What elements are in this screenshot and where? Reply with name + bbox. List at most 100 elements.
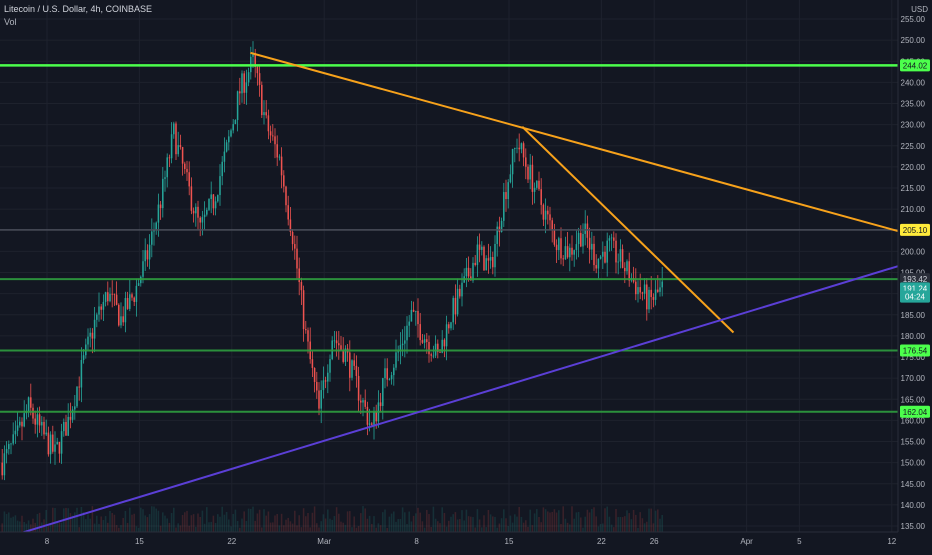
candle-body: [208, 199, 210, 210]
volume-bar: [296, 525, 298, 532]
candle-body: [635, 281, 637, 295]
volume-bar: [434, 518, 437, 532]
volume-bar: [465, 509, 468, 532]
candle-body: [531, 164, 534, 192]
candle-body: [173, 123, 175, 135]
volume-bar: [580, 517, 582, 532]
volume-bar: [586, 509, 589, 532]
candle-body: [511, 149, 514, 175]
candle-body: [225, 142, 228, 152]
volume-bar: [615, 508, 617, 532]
volume-bar: [225, 512, 228, 532]
candle-body: [280, 156, 283, 176]
volume-bar: [591, 508, 593, 532]
volume-bar: [195, 526, 197, 532]
candle-body: [10, 443, 12, 445]
volume-bar: [373, 516, 375, 532]
volume-label: Vol: [4, 17, 17, 27]
candle-body: [146, 250, 149, 260]
volume-bar: [421, 521, 424, 532]
candle-body: [151, 231, 153, 245]
candle-body: [298, 268, 300, 283]
volume-bar: [153, 506, 155, 532]
volume-bar: [657, 509, 659, 532]
volume-bar: [518, 506, 520, 532]
candle-body: [276, 144, 278, 158]
candle-body: [386, 368, 388, 380]
volume-bar: [349, 511, 351, 532]
volume-bar: [34, 522, 36, 532]
candle-body: [540, 189, 542, 205]
candle-body: [646, 284, 648, 310]
x-tick-label: 5: [797, 537, 802, 546]
volume-bar: [650, 508, 652, 532]
candle-body: [516, 147, 518, 149]
candle-body: [329, 359, 331, 373]
volume-bar: [234, 509, 237, 532]
candle-body: [254, 53, 256, 67]
volume-bar: [23, 521, 25, 532]
candle-body: [219, 176, 221, 196]
candle-body: [564, 246, 567, 260]
candle-body: [263, 112, 265, 116]
candle-body: [316, 381, 318, 391]
y-tick-label: 230.00: [901, 121, 926, 130]
volume-bar: [573, 518, 575, 532]
candle-body: [272, 135, 274, 137]
volume-bar: [230, 526, 232, 532]
candle-body: [364, 400, 366, 407]
volume-bar: [564, 518, 567, 532]
candle-body: [388, 379, 391, 381]
volume-bar: [54, 508, 56, 532]
volume-bar: [599, 523, 602, 532]
y-tick-label: 145.00: [901, 480, 926, 489]
volume-bar: [60, 522, 63, 532]
candle-body: [162, 178, 164, 209]
volume-bar: [71, 515, 74, 532]
candle-body: [206, 209, 208, 215]
volume-bar: [263, 509, 265, 532]
candle-body: [353, 360, 355, 366]
candle-body: [566, 246, 569, 258]
volume-bar: [118, 527, 120, 532]
candle-body: [619, 249, 622, 262]
candle-body: [170, 134, 173, 159]
volume-bar: [529, 509, 531, 532]
volume-bar: [239, 527, 241, 532]
candle-body: [283, 175, 285, 187]
candle-body: [12, 434, 14, 444]
volume-bar: [107, 522, 109, 532]
volume-bar: [74, 512, 76, 532]
volume-bar: [505, 518, 507, 532]
volume-bar: [30, 524, 32, 532]
candle-body: [639, 287, 641, 293]
candle-body: [274, 136, 276, 145]
volume-bar: [135, 526, 138, 532]
candle-body: [648, 289, 650, 310]
candle-body: [595, 265, 597, 269]
volume-bar: [49, 524, 52, 532]
volume-bar: [146, 517, 149, 532]
volume-bar: [1, 523, 3, 532]
x-tick-label: 26: [650, 537, 659, 546]
candle-body: [111, 293, 113, 295]
candle-body: [577, 232, 580, 245]
candle-body: [338, 343, 340, 346]
volume-bar: [212, 515, 215, 532]
candle-body: [5, 449, 8, 454]
candle-body: [393, 367, 395, 376]
volume-bar: [56, 522, 58, 532]
volume-bar: [14, 515, 17, 532]
y-tick-label: 220.00: [901, 163, 926, 172]
candle-body: [313, 367, 316, 382]
candle-body: [322, 380, 325, 391]
volume-bar: [294, 510, 296, 532]
volume-bar: [96, 515, 98, 532]
volume-bar: [85, 519, 87, 532]
volume-bar: [364, 508, 366, 532]
candle-body: [533, 187, 536, 192]
volume-bar: [21, 515, 23, 532]
volume-bar: [179, 525, 182, 532]
